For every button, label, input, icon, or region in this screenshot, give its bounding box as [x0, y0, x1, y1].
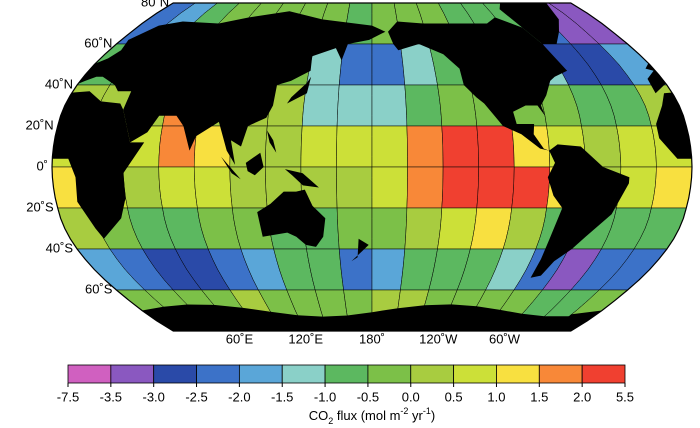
colorbar-tick-label: 2.0: [573, 389, 591, 404]
flux-cell: [404, 84, 443, 127]
flux-cell: [193, 166, 233, 209]
lon-label: 60˚E: [226, 331, 254, 346]
colorbar-tick-label: -3.0: [142, 389, 164, 404]
colorbar-tick-label: 0.5: [445, 389, 463, 404]
flux-cell: [336, 125, 373, 168]
colorbar-label-part: -2: [400, 406, 408, 416]
colorbar: -7.5 -3.5 -3.0 -2.5 -2.0 -1.5 -1.0 -0.5 0.0 0.5 1.…: [57, 364, 634, 404]
colorbar-tick-label: -7.5: [57, 389, 79, 404]
colorbar-label-part: yr: [408, 408, 423, 423]
flux-cell: [441, 125, 479, 168]
landmass: [287, 76, 312, 104]
flux-cell: [122, 166, 163, 209]
colorbar-label-part: flux (mol m: [333, 408, 400, 423]
lat-label: 60˚N: [84, 35, 112, 50]
colorbar-tick-label: 5.5: [616, 389, 634, 404]
lon-label: 60˚W: [489, 331, 521, 346]
colorbar-tick-label: -1.0: [314, 389, 336, 404]
landmass: [55, 11, 386, 165]
flux-cell: [616, 125, 657, 168]
flux-cell: [406, 125, 444, 168]
lat-label: 40˚S: [46, 240, 74, 255]
colorbar-label-part: -1: [423, 406, 431, 416]
flux-cell: [338, 248, 373, 291]
landmass: [122, 304, 629, 331]
lon-label: 120˚W: [419, 331, 458, 346]
colorbar-tick-label: -2.0: [228, 389, 250, 404]
flux-cell: [406, 166, 444, 209]
lat-label: 80˚N: [141, 0, 169, 9]
flux-cell: [651, 166, 692, 209]
labels: 80˚N 60˚N 40˚N 20˚N 0˚ 20˚S 40˚S 60˚S 60˚E 120˚E 1…: [26, 0, 521, 346]
flux-cell: [265, 125, 303, 168]
flux-cell: [336, 207, 373, 250]
colorbar-swatch: [538, 364, 583, 384]
colorbar-label: CO2 flux (mol m-2 yr-1): [309, 406, 436, 426]
landmass: [351, 238, 369, 262]
landmass: [499, 3, 559, 44]
colorbar-swatch: [67, 364, 112, 384]
colorbar-swatch: [410, 364, 455, 384]
flux-cell: [476, 125, 515, 168]
flux-cell: [371, 248, 406, 291]
flux-cell: [404, 207, 443, 250]
colorbar-swatch: [281, 364, 326, 384]
landmass: [284, 169, 319, 188]
flux-cell: [441, 166, 479, 209]
colorbar-swatch: [453, 364, 497, 384]
colorbar-label-part: 2: [328, 416, 333, 426]
flux-cell: [301, 84, 340, 127]
flux-cell: [336, 84, 373, 127]
colorbar-swatch: [196, 364, 240, 384]
colorbar-tick-label: -3.5: [100, 389, 122, 404]
colorbar-tick-label: 1.0: [487, 389, 505, 404]
flux-cell: [371, 166, 408, 209]
map-outline: [51, 2, 693, 332]
colorbar-tick-label: -2.5: [185, 389, 207, 404]
flux-cell: [476, 166, 515, 209]
landmass: [266, 130, 277, 153]
colorbar-tick-label: 0.0: [402, 389, 420, 404]
lat-label: 20˚N: [26, 117, 54, 132]
landmass: [257, 189, 326, 247]
colorbar-tick-label: -0.5: [357, 389, 379, 404]
colorbar-swatch: [581, 364, 626, 384]
colorbar-swatch: [324, 364, 369, 384]
landmass: [530, 144, 630, 278]
flux-cell: [437, 207, 478, 250]
colorbar-tick-label: 1.5: [530, 389, 548, 404]
landmass: [221, 156, 241, 180]
flux-cell: [371, 207, 408, 250]
colorbar-swatch: [496, 364, 540, 384]
flux-cell: [371, 43, 406, 86]
lat-label: 40˚N: [45, 76, 73, 91]
flux-cell: [511, 166, 551, 209]
flux-cell: [300, 125, 338, 168]
landmass: [388, 17, 568, 151]
colorbar-label-part: ): [431, 408, 435, 423]
landmass: [245, 152, 264, 176]
flux-cell: [336, 166, 373, 209]
lat-label: 0˚: [36, 158, 48, 173]
colorbar-label-part: CO: [309, 408, 329, 423]
flux-cell: [371, 125, 408, 168]
colorbar-swatch: [238, 364, 283, 384]
flux-cell: [229, 166, 268, 209]
colorbar-swatch: [153, 364, 197, 384]
colorbar-tick-label: -1.5: [271, 389, 293, 404]
lat-label: 20˚S: [26, 199, 54, 214]
colorbar-swatch: [367, 364, 412, 384]
flux-cell: [371, 84, 408, 127]
lon-label: 120˚E: [288, 331, 323, 346]
flux-cell: [158, 166, 198, 209]
colorbar-swatch: [110, 364, 155, 384]
lon-label: 180˚: [359, 331, 385, 346]
lat-label: 60˚S: [85, 281, 113, 296]
